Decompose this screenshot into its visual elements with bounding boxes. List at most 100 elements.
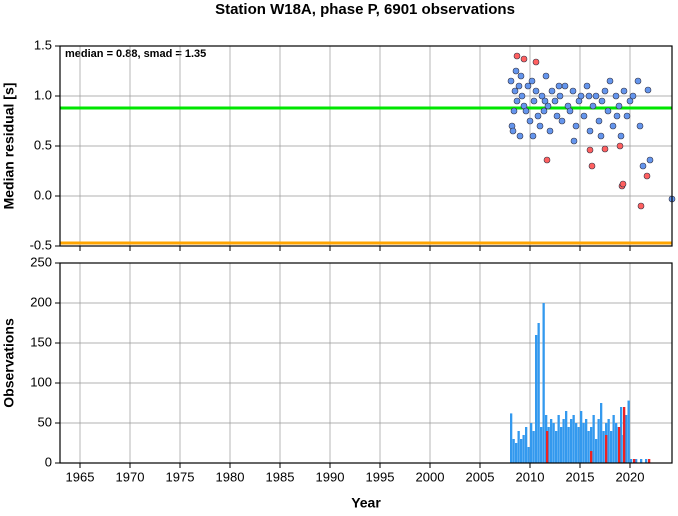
point [558,117,566,125]
bar [542,303,545,463]
y-tick-label: 0.5 [34,137,52,152]
point [555,82,563,90]
y-axis-label: Observations [1,318,17,408]
point [513,97,521,105]
point [598,97,606,105]
point [636,122,644,130]
point [617,132,625,140]
bar [612,415,615,463]
x-tick-label: 2010 [516,469,545,484]
bar [552,423,555,463]
point [532,58,540,66]
bar [547,427,550,463]
point [612,92,620,100]
bar [570,419,573,463]
point [586,146,594,154]
bar [575,423,578,463]
bar [546,431,549,463]
x-tick-label: 1965 [66,469,95,484]
y-axis-label: Median residual [s] [1,83,17,210]
point [544,102,552,110]
point [616,142,624,150]
point [644,86,652,94]
point [561,82,569,90]
x-tick-label: 1970 [116,469,145,484]
plot-frame [59,262,673,464]
point [597,132,605,140]
bar [562,419,565,463]
bar [527,447,530,463]
point [538,92,546,100]
bar [605,435,608,463]
bar [560,427,563,463]
point [601,145,609,153]
point [572,122,580,130]
x-tick-label: 1990 [316,469,345,484]
point [570,137,578,145]
point [606,77,614,85]
bar [597,419,600,463]
point [615,102,623,110]
point [532,87,540,95]
point [512,67,520,75]
bar [623,407,626,463]
plot-frame [59,45,673,247]
point [613,112,621,120]
point [626,97,634,105]
bar [535,335,538,463]
y-tick-label: 200 [30,294,52,309]
x-tick-label: 1995 [366,469,395,484]
bar [600,403,603,463]
point [536,122,544,130]
bar [515,443,518,463]
x-tick-label: 2005 [466,469,495,484]
bar [522,435,525,463]
bar [537,323,540,463]
point [526,117,534,125]
point [524,82,532,90]
point [541,97,549,105]
bar [550,419,553,463]
bar [620,407,623,463]
bar [627,400,630,463]
point [589,102,597,110]
bar [640,459,643,463]
x-tick-label: 1975 [166,469,195,484]
point [529,132,537,140]
y-tick-label: 0.0 [34,187,52,202]
point [520,55,528,63]
point [513,52,521,60]
point [585,92,593,100]
bar [520,439,523,463]
point [548,87,556,95]
bar [540,427,543,463]
point [646,156,654,164]
y-tick-label: 100 [30,374,52,389]
bar [565,411,568,463]
point [515,82,523,90]
bar [557,415,560,463]
annotation: median = 0.88, smad = 1.35 [65,48,206,60]
bar [567,427,570,463]
y-tick-label: 0 [45,454,52,469]
point [566,107,574,115]
x-tick-label: 1985 [266,469,295,484]
bar [517,431,520,463]
bar [525,427,528,463]
point [546,127,554,135]
point [516,132,524,140]
point [534,112,542,120]
point [595,117,603,125]
point [543,156,551,164]
x-tick-label: 1980 [216,469,245,484]
point [604,107,612,115]
point [583,82,591,90]
bar [510,413,513,463]
point [509,127,517,135]
bar [555,431,558,463]
bar [607,419,610,463]
y-tick-label: 150 [30,334,52,349]
bar [610,431,613,463]
x-axis-label: Year [351,495,381,511]
